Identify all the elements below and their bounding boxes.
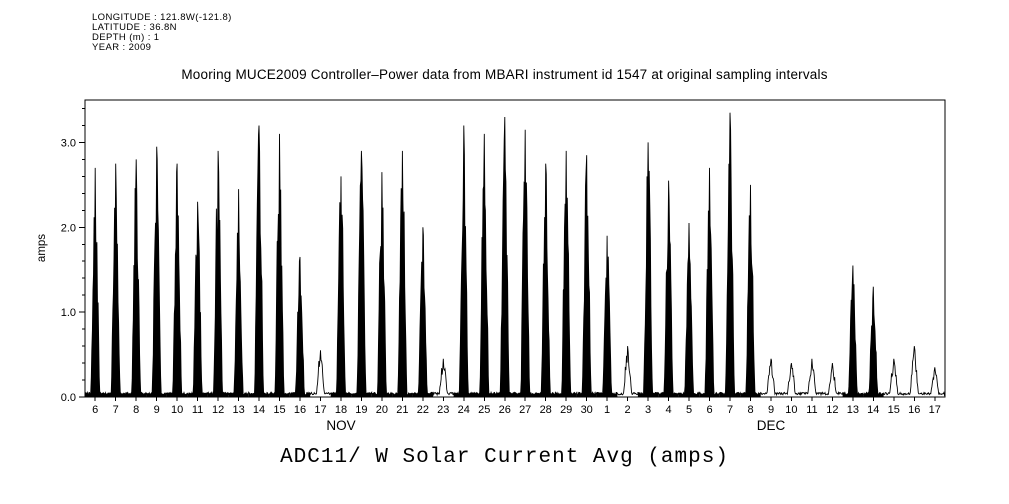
series-spike-fill (494, 117, 515, 397)
series-spike-fill (228, 189, 249, 397)
meta-year: YEAR : 2009 (92, 42, 152, 53)
series-spike-fill (105, 163, 126, 397)
x-tick-label: 16 (294, 404, 306, 416)
x-tick-label: 11 (806, 404, 817, 416)
series-spike-fill (392, 150, 413, 397)
series-spike-fill (576, 155, 597, 397)
x-tick-label: 6 (706, 404, 712, 416)
series-spike-fill (269, 133, 290, 397)
y-tick-label: 3.0 (61, 137, 76, 149)
x-tick-label: 14 (867, 404, 879, 416)
series-spike-fill (146, 146, 167, 397)
x-tick-label: 2 (625, 404, 631, 416)
x-tick-label: 14 (253, 404, 265, 416)
series-spike-fill (330, 176, 352, 397)
x-tick-label: 7 (113, 404, 119, 416)
series-spike-fill (863, 286, 884, 397)
series-spike-fill (187, 201, 208, 397)
chart-caption: ADC11/ W Solar Current Avg (amps) (280, 446, 729, 469)
x-tick-label: 18 (335, 404, 347, 416)
series-spike-fill (207, 150, 229, 397)
plot-metadata: LONGITUDE : 121.8W(-121.8) LATITUDE : 36… (92, 13, 232, 53)
x-tick-label: 10 (785, 404, 797, 416)
x-tick-label: 24 (458, 404, 470, 416)
y-tick-label: 2.0 (61, 222, 76, 234)
x-tick-label: 16 (908, 404, 920, 416)
series-spike-fill (678, 223, 700, 397)
x-tick-label: 23 (437, 404, 449, 416)
x-tick-label: 15 (888, 404, 900, 416)
x-tick-label: 8 (133, 404, 139, 416)
x-tick-label: 9 (154, 404, 160, 416)
x-tick-label: 25 (478, 404, 490, 416)
x-tick-label: 19 (355, 404, 367, 416)
meta-latitude: LATITUDE : 36.8N (92, 22, 177, 33)
series-spike-fill (351, 150, 372, 397)
series-spike-fill (637, 142, 659, 397)
meta-depth: DEPTH (m) : 1 (92, 32, 160, 43)
x-tick-label: 28 (540, 404, 552, 416)
series-spike-fill (842, 265, 864, 397)
series-spike-fill (371, 172, 393, 397)
x-tick-label: 29 (560, 404, 572, 416)
x-tick-label: 17 (929, 404, 941, 416)
series-spike-fill (740, 184, 761, 397)
x-tick-label: 5 (686, 404, 692, 416)
series-spike-fill (556, 150, 577, 397)
x-tick-label: 27 (519, 404, 531, 416)
x-tick-label: 20 (376, 404, 388, 416)
series-spike-fill (699, 167, 720, 397)
meta-longitude: LONGITUDE : 121.8W(-121.8) (92, 12, 232, 23)
x-tick-label: 1 (604, 404, 610, 416)
plot-frame (84, 99, 946, 398)
x-tick-label: 12 (826, 404, 838, 416)
x-tick-label: 22 (417, 404, 429, 416)
x-tick-label: 21 (396, 404, 408, 416)
x-tick-label: 30 (581, 404, 593, 416)
x-tick-label: 8 (747, 404, 753, 416)
series-spike-fill (596, 235, 618, 397)
series-spike-fill (515, 129, 536, 397)
x-tick-label: 13 (847, 404, 859, 416)
month-label: DEC (757, 418, 786, 433)
y-tick-label: 0.0 (61, 392, 76, 404)
month-label: NOV (326, 418, 355, 433)
x-tick-label: 11 (192, 404, 203, 416)
x-tick-label: 17 (314, 404, 326, 416)
series-spike-fill (719, 112, 741, 397)
x-tick-label: 6 (92, 404, 98, 416)
series-spike-fill (474, 133, 495, 397)
series-spike-fill (658, 180, 679, 397)
series-spike-fill (248, 125, 270, 397)
x-tick-label: 26 (499, 404, 511, 416)
series-spike-fill (289, 257, 311, 397)
x-tick-label: 9 (768, 404, 774, 416)
chart-title: Mooring MUCE2009 Controller–Power data f… (181, 67, 828, 82)
series-spike-fill (412, 227, 434, 397)
x-tick-label: 13 (232, 404, 244, 416)
x-tick-label: 3 (645, 404, 651, 416)
series-spike-fill (126, 159, 147, 397)
series-spike-fill (166, 163, 188, 397)
series-spike-fill (535, 163, 556, 397)
x-tick-label: 12 (212, 404, 224, 416)
y-tick-label: 1.0 (61, 307, 76, 319)
x-tick-label: 15 (273, 404, 285, 416)
x-tick-label: 10 (171, 404, 183, 416)
series-spike-fill (85, 167, 106, 397)
x-tick-label: 7 (727, 404, 733, 416)
series-spike-fill (453, 125, 474, 397)
x-tick-label: 4 (666, 404, 672, 416)
series-line (84, 112, 946, 397)
